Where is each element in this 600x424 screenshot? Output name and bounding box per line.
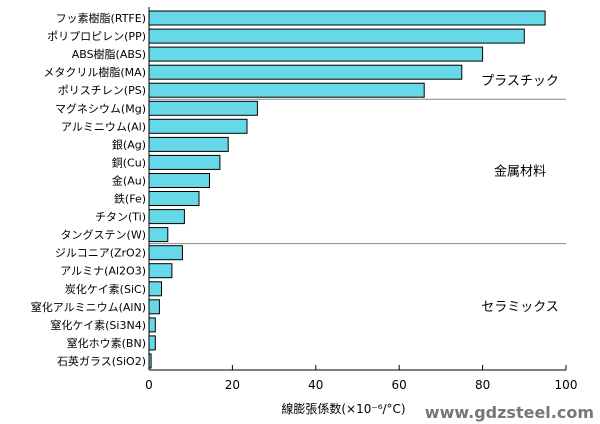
bar <box>148 281 162 297</box>
category-label: 銀(Ag) <box>112 137 146 151</box>
bar <box>148 118 248 134</box>
bar <box>148 209 185 225</box>
group-label: セラミックス <box>481 300 559 315</box>
bar <box>148 227 169 243</box>
category-label: 炭化ケイ素(SiC) <box>65 282 146 296</box>
category-label: 銅(Cu) <box>112 155 146 169</box>
x-tick-label: 20 <box>225 378 240 392</box>
category-label: 石英ガラス(SiO2) <box>57 354 146 368</box>
category-label: 金(Au) <box>112 174 146 188</box>
category-label: 鉄(Fe) <box>114 192 146 206</box>
x-axis-title: 線膨張係数(×10⁻⁶/°C) <box>281 401 405 416</box>
category-label: ポリスチレン(PS) <box>58 84 146 97</box>
bar <box>148 191 200 206</box>
bar <box>148 154 221 170</box>
category-label: 窒化ケイ素(Si3N4) <box>50 318 146 332</box>
x-tick-label: 80 <box>475 378 490 392</box>
category-label: ジルコニア(ZrO2) <box>55 247 146 260</box>
category-label: アルミナ(Al2O3) <box>60 265 146 278</box>
bar <box>148 245 183 261</box>
x-tick-label: 40 <box>308 378 323 392</box>
bar <box>148 299 160 315</box>
bar <box>148 263 173 279</box>
bar <box>148 28 525 44</box>
watermark-text: www.gdzsteel.com <box>425 403 594 422</box>
bar <box>148 317 156 333</box>
category-label: チタン(Ti) <box>95 211 146 224</box>
bar <box>148 46 484 62</box>
category-label: 窒化アルミニウム(AlN) <box>31 300 146 314</box>
bar <box>148 82 425 98</box>
category-label: ABS樹脂(ABS) <box>72 47 146 61</box>
category-label: アルミニウム(Al) <box>61 120 146 133</box>
category-label: メタクリル樹脂(MA) <box>43 65 146 79</box>
bar <box>148 335 156 351</box>
category-label: フッ素樹脂(RTFE) <box>56 11 146 25</box>
category-label: マグネシウム(Mg) <box>55 101 146 115</box>
group-label: プラスチック <box>481 74 559 89</box>
category-label: 窒化ホウ素(BN) <box>67 336 146 350</box>
category-label: タングステン(W) <box>61 228 146 242</box>
bar <box>148 136 229 152</box>
bar <box>148 10 546 26</box>
bar <box>148 64 463 80</box>
x-tick-label: 100 <box>555 378 578 392</box>
bar <box>148 173 210 188</box>
category-label: ポリプロピレン(PP) <box>47 30 146 43</box>
bar <box>148 100 258 116</box>
x-tick-label: 0 <box>145 378 153 392</box>
x-tick-label: 60 <box>392 378 407 392</box>
group-label: 金属材料 <box>494 163 546 179</box>
